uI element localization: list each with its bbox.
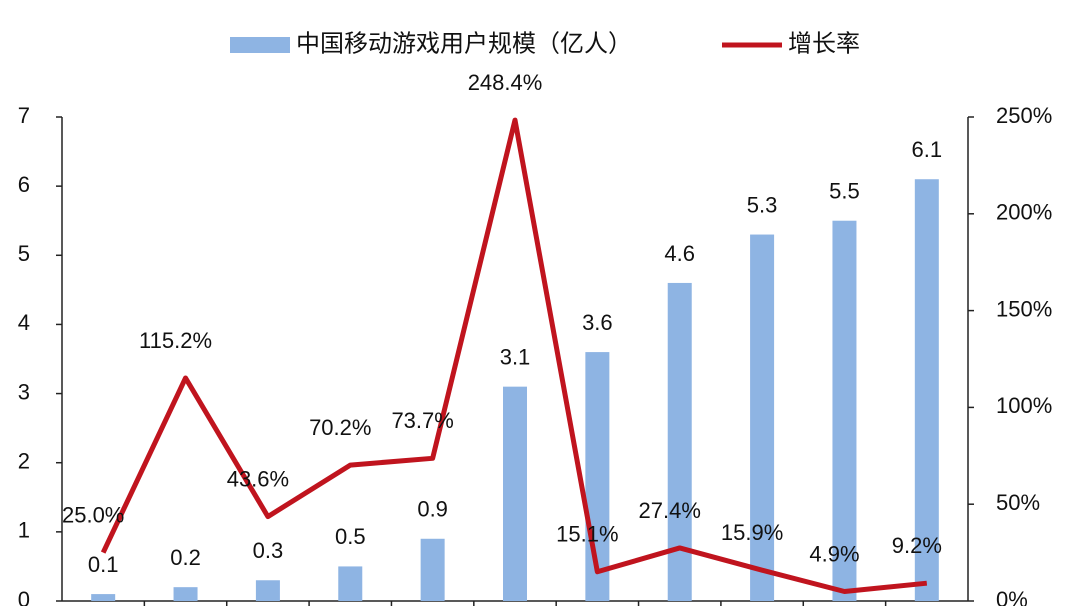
bar	[832, 220, 857, 601]
y-tick-label: 1	[18, 518, 30, 543]
line-value-label: 27.4%	[639, 498, 701, 523]
y-tick-label: 5	[18, 241, 30, 266]
bar-value-label: 3.1	[500, 344, 531, 369]
line-value-label: 248.4%	[468, 70, 543, 95]
line-value-label: 115.2%	[139, 328, 212, 353]
bar-value-label: 4.6	[664, 241, 695, 266]
y-tick-label: 6	[18, 172, 30, 197]
bar-value-label: 5.3	[747, 192, 778, 217]
bar-value-label: 3.6	[582, 310, 613, 335]
line-value-label: 15.1%	[556, 522, 618, 547]
y2-tick-label: 0%	[996, 587, 1028, 606]
y2-tick-label: 150%	[996, 296, 1052, 321]
bar-value-label: 0.9	[417, 497, 448, 522]
y2-tick-label: 50%	[996, 490, 1040, 515]
bar	[338, 566, 363, 601]
y2-tick-label: 250%	[996, 103, 1052, 128]
y2-tick-label: 100%	[996, 393, 1052, 418]
growth-line	[100, 117, 928, 595]
bar	[914, 179, 939, 601]
bar-value-label: 6.1	[912, 137, 943, 162]
line-value-label: 9.2%	[892, 533, 942, 558]
y-tick-label: 0	[18, 587, 30, 606]
line-value-label: 4.9%	[809, 541, 859, 566]
legend-swatch	[230, 37, 290, 53]
bar	[750, 234, 775, 602]
line-value-label: 73.7%	[391, 408, 453, 433]
bar	[173, 587, 198, 601]
legend-label: 中国移动游戏用户规模（亿人）	[296, 30, 632, 57]
bar-value-label: 5.5	[829, 179, 860, 204]
bar-value-label: 0.3	[253, 538, 284, 563]
bar	[255, 580, 280, 601]
y-tick-label: 2	[18, 449, 30, 474]
y2-tick-label: 200%	[996, 200, 1052, 225]
bar	[91, 594, 116, 601]
bar-value-label: 0.1	[88, 552, 119, 577]
bar	[420, 538, 445, 601]
bar	[503, 386, 527, 601]
line-value-label: 70.2%	[309, 415, 371, 440]
line-value-label: 15.9%	[721, 520, 783, 545]
legend-label: 增长率	[788, 30, 860, 57]
y-tick-label: 3	[18, 379, 30, 404]
y-tick-label: 7	[18, 103, 30, 128]
bar-value-label: 0.2	[170, 545, 201, 570]
line-value-label: 25.0%	[62, 502, 124, 527]
y-tick-label: 4	[18, 310, 30, 335]
bar	[667, 282, 692, 601]
bar-value-label: 0.5	[335, 524, 366, 549]
line-value-label: 43.6%	[227, 466, 289, 491]
